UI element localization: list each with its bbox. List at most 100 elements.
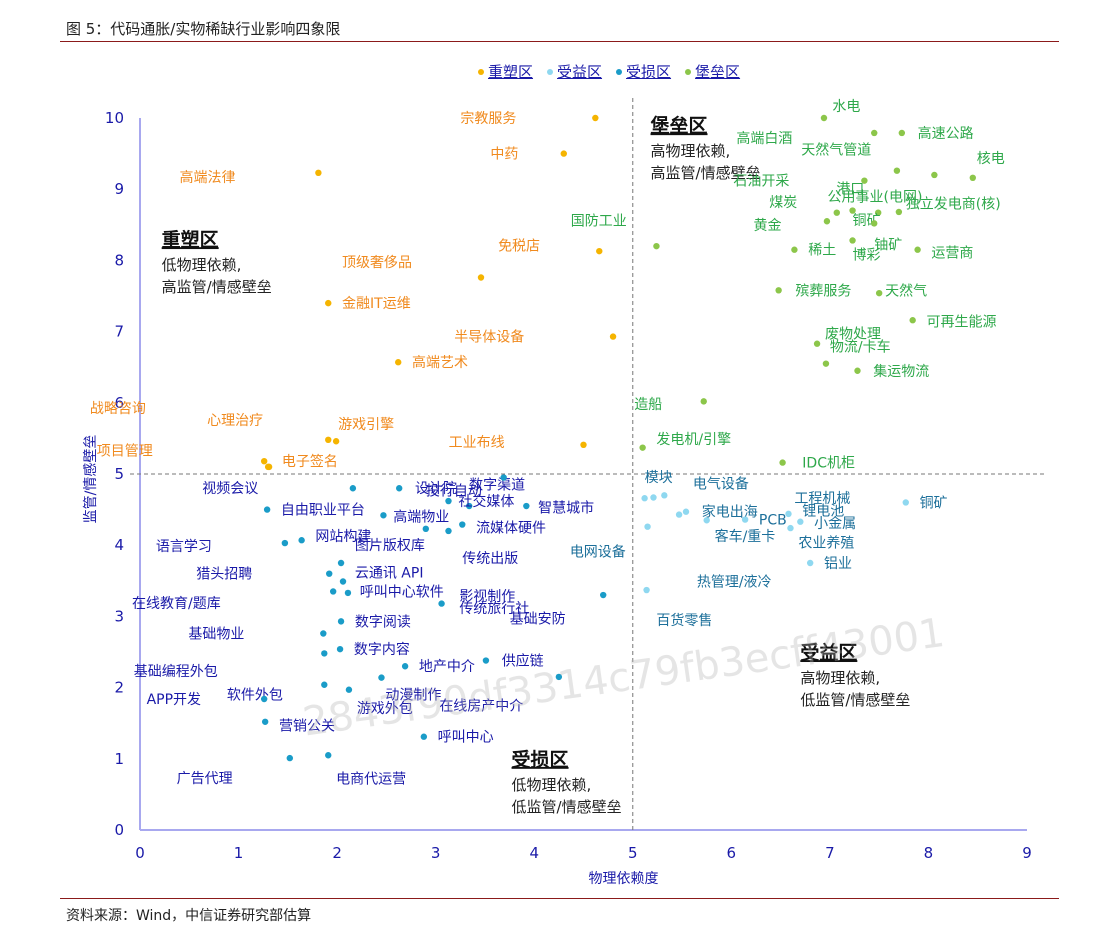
- data-point[interactable]: [500, 474, 507, 481]
- data-point[interactable]: [523, 502, 530, 510]
- data-point[interactable]: [326, 570, 333, 577]
- data-point[interactable]: [902, 499, 909, 506]
- data-point[interactable]: [823, 218, 831, 225]
- data-point[interactable]: [395, 359, 402, 366]
- data-point[interactable]: [775, 287, 782, 294]
- y-tick-label: 3: [114, 607, 124, 625]
- legend-item-reshape[interactable]: 重塑区: [478, 61, 533, 82]
- data-point[interactable]: [286, 754, 294, 762]
- data-point[interactable]: [644, 523, 651, 530]
- data-point[interactable]: [332, 438, 340, 445]
- data-point[interactable]: [893, 167, 901, 174]
- data-point[interactable]: [321, 681, 328, 688]
- data-point[interactable]: [560, 150, 567, 157]
- data-point[interactable]: [264, 463, 272, 471]
- data-point[interactable]: [420, 733, 428, 740]
- point-label: 高端艺术: [412, 354, 468, 371]
- data-point[interactable]: [320, 630, 327, 637]
- data-point[interactable]: [609, 333, 617, 340]
- data-point[interactable]: [261, 718, 269, 725]
- data-point[interactable]: [682, 508, 690, 515]
- data-point[interactable]: [315, 169, 322, 177]
- data-point[interactable]: [600, 591, 607, 599]
- data-point[interactable]: [650, 494, 657, 501]
- data-point[interactable]: [653, 242, 660, 250]
- data-point[interactable]: [337, 618, 345, 625]
- data-point[interactable]: [263, 506, 271, 513]
- data-point[interactable]: [741, 516, 749, 523]
- data-point[interactable]: [820, 114, 828, 122]
- data-point[interactable]: [849, 207, 856, 214]
- data-point[interactable]: [854, 367, 861, 374]
- data-point[interactable]: [345, 686, 353, 693]
- data-point[interactable]: [813, 340, 821, 347]
- data-point[interactable]: [482, 657, 490, 664]
- data-point[interactable]: [703, 517, 710, 524]
- data-point[interactable]: [596, 247, 603, 255]
- point-label: 物流/卡车: [830, 339, 891, 356]
- data-point[interactable]: [445, 527, 452, 535]
- point-label: 基础物业: [188, 625, 244, 642]
- data-point[interactable]: [779, 459, 786, 466]
- data-point[interactable]: [791, 246, 798, 253]
- data-point[interactable]: [822, 360, 830, 367]
- data-point[interactable]: [339, 578, 347, 585]
- data-point[interactable]: [641, 495, 648, 502]
- data-point[interactable]: [298, 537, 305, 544]
- legend-item-fortress[interactable]: 堡垒区: [685, 61, 740, 82]
- data-point[interactable]: [445, 497, 452, 505]
- data-point[interactable]: [325, 752, 332, 759]
- data-point[interactable]: [422, 525, 430, 533]
- data-point[interactable]: [336, 645, 344, 653]
- data-point[interactable]: [378, 674, 385, 681]
- data-point[interactable]: [700, 398, 707, 405]
- data-point[interactable]: [260, 695, 268, 703]
- data-point[interactable]: [787, 524, 794, 532]
- data-point[interactable]: [871, 129, 878, 137]
- data-point[interactable]: [555, 673, 563, 681]
- data-point[interactable]: [349, 485, 357, 492]
- quadrant-desc: 高物理依赖,: [800, 669, 880, 687]
- data-point[interactable]: [871, 220, 878, 227]
- data-point[interactable]: [396, 485, 403, 492]
- data-point[interactable]: [797, 518, 804, 525]
- data-point[interactable]: [281, 539, 289, 547]
- data-point[interactable]: [909, 317, 916, 324]
- data-point[interactable]: [969, 174, 976, 182]
- data-point[interactable]: [874, 209, 882, 216]
- data-point[interactable]: [931, 171, 938, 179]
- data-point[interactable]: [325, 436, 332, 444]
- data-point[interactable]: [325, 299, 332, 307]
- data-point[interactable]: [344, 589, 352, 597]
- data-point[interactable]: [401, 663, 409, 670]
- data-point[interactable]: [580, 441, 587, 449]
- data-point[interactable]: [895, 208, 903, 216]
- data-point[interactable]: [861, 177, 868, 184]
- data-point[interactable]: [438, 600, 445, 607]
- data-point[interactable]: [914, 246, 921, 253]
- data-point[interactable]: [785, 510, 792, 518]
- data-point[interactable]: [806, 559, 814, 567]
- data-point[interactable]: [661, 492, 668, 499]
- data-point[interactable]: [337, 559, 345, 567]
- data-point[interactable]: [675, 511, 683, 518]
- data-point[interactable]: [833, 209, 840, 216]
- point-label: 动漫制作: [385, 688, 441, 704]
- data-point[interactable]: [477, 274, 485, 281]
- data-point[interactable]: [321, 650, 328, 657]
- point-label: 影视制作: [459, 589, 515, 605]
- data-point[interactable]: [592, 114, 599, 122]
- data-point[interactable]: [639, 444, 646, 451]
- data-point[interactable]: [849, 237, 856, 244]
- data-point[interactable]: [329, 588, 337, 595]
- data-point[interactable]: [260, 457, 268, 465]
- data-point[interactable]: [643, 586, 650, 594]
- legend-item-benefit[interactable]: 受益区: [547, 61, 602, 82]
- data-point[interactable]: [875, 289, 883, 297]
- data-point[interactable]: [380, 512, 387, 519]
- legend-item-damaged[interactable]: 受损区: [616, 61, 671, 82]
- data-point[interactable]: [459, 521, 466, 528]
- data-point[interactable]: [898, 129, 906, 137]
- data-point[interactable]: [465, 502, 473, 510]
- point-label: 独立发电商(核): [906, 196, 1001, 212]
